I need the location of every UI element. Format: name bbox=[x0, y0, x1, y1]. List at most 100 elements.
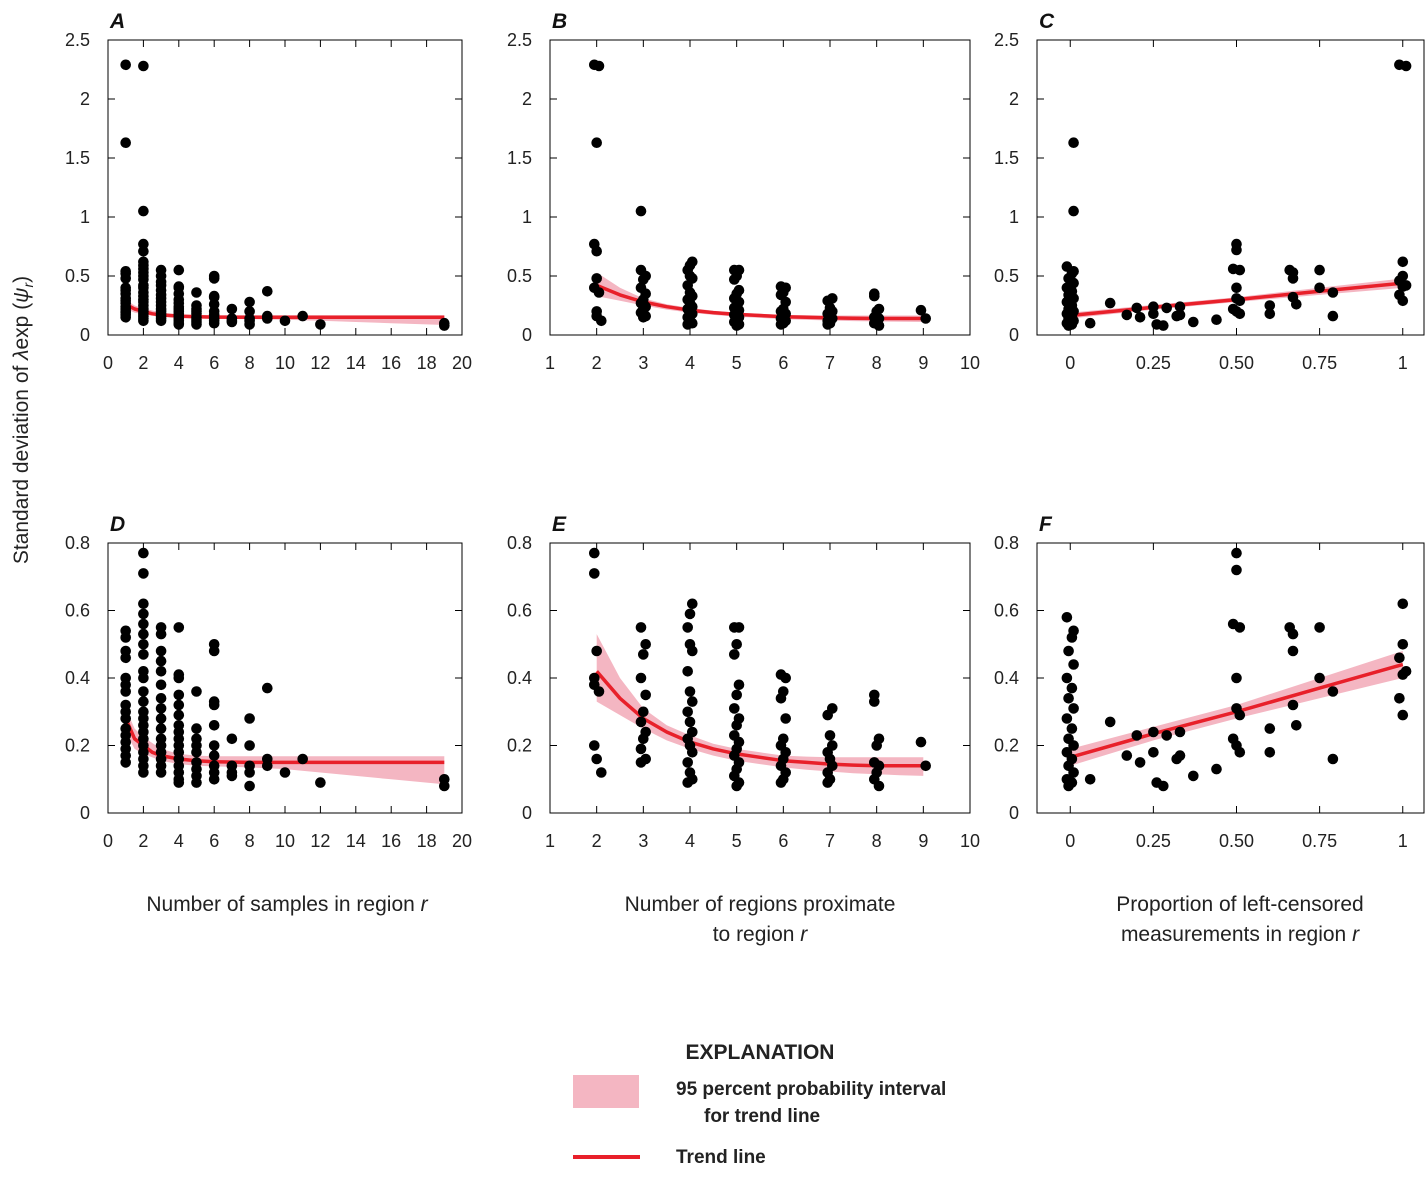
data-point bbox=[173, 319, 185, 330]
y-tick-label: 0 bbox=[1009, 325, 1019, 345]
data-point bbox=[1287, 699, 1299, 711]
x-tick-label: 7 bbox=[825, 353, 835, 373]
data-point bbox=[1397, 709, 1409, 721]
data-point bbox=[155, 693, 167, 704]
data-point bbox=[1061, 713, 1073, 724]
data-point bbox=[731, 320, 742, 331]
data-point bbox=[1397, 598, 1409, 610]
data-point bbox=[173, 777, 185, 788]
x-tick-label: 6 bbox=[209, 831, 219, 851]
data-point bbox=[869, 290, 880, 302]
data-point bbox=[1314, 282, 1325, 294]
data-point bbox=[591, 137, 602, 148]
trend-line-b bbox=[596, 283, 924, 321]
data-point bbox=[1188, 770, 1199, 782]
data-point bbox=[596, 315, 607, 327]
data-point bbox=[173, 689, 185, 701]
x-tick-label: 0.25 bbox=[1136, 831, 1171, 851]
y-tick-label: 0.4 bbox=[65, 668, 90, 688]
y-tick-label: 0.2 bbox=[507, 736, 532, 756]
data-point bbox=[315, 319, 326, 330]
x-tick-label: 9 bbox=[918, 831, 928, 851]
data-point bbox=[775, 319, 787, 330]
y-tick-label: 0.6 bbox=[994, 601, 1019, 621]
y-tick-label: 1 bbox=[1009, 207, 1019, 227]
y-tick-label: 2 bbox=[80, 89, 90, 109]
panel-letter: D bbox=[110, 513, 125, 536]
y-tick-label: 2.5 bbox=[65, 30, 90, 50]
x-tick-label: 0.25 bbox=[1136, 353, 1171, 373]
data-point bbox=[262, 760, 273, 772]
panel-letter: B bbox=[552, 10, 567, 33]
y-tick-label: 0.6 bbox=[65, 601, 90, 621]
data-point bbox=[1084, 317, 1096, 329]
data-point bbox=[191, 777, 202, 788]
x-tick-label: 1 bbox=[545, 353, 555, 373]
data-point bbox=[873, 320, 885, 331]
x-axis-title-line: Number of samples in region r bbox=[146, 893, 428, 916]
x-tick-label: 0 bbox=[1065, 353, 1075, 373]
data-point bbox=[635, 757, 647, 768]
data-point bbox=[191, 319, 202, 330]
data-point bbox=[1148, 747, 1159, 758]
y-tick-label: 0 bbox=[80, 803, 90, 823]
data-point bbox=[1066, 682, 1078, 694]
interval-band-d bbox=[125, 708, 445, 785]
data-point bbox=[1264, 747, 1276, 758]
data-point bbox=[873, 780, 885, 792]
data-point bbox=[138, 649, 149, 660]
data-point bbox=[208, 720, 220, 731]
x-tick-label: 5 bbox=[732, 353, 742, 373]
plot-frame bbox=[549, 39, 971, 336]
data-point bbox=[1394, 652, 1405, 664]
panel-b: 0 0.5 1 1.5 2 2.5 1 2 3 4 5 6 7 8 9 10 B bbox=[507, 10, 980, 373]
x-tick-label: 16 bbox=[381, 353, 401, 373]
data-point bbox=[775, 777, 787, 788]
data-point bbox=[684, 716, 696, 728]
data-point bbox=[775, 693, 787, 704]
y-axis-title: Standard deviation of λexp (ψr) bbox=[10, 276, 36, 564]
x-tick-label: 2 bbox=[138, 831, 148, 851]
x-tick-label: 18 bbox=[417, 353, 437, 373]
data-point bbox=[1174, 309, 1186, 321]
data-point bbox=[1066, 723, 1078, 734]
data-point bbox=[640, 689, 651, 701]
data-point bbox=[589, 568, 600, 579]
data-point bbox=[920, 313, 931, 324]
data-point bbox=[1104, 297, 1116, 309]
data-point bbox=[638, 706, 649, 718]
data-point bbox=[1291, 720, 1302, 731]
data-point bbox=[244, 767, 255, 778]
x-tick-label: 0.50 bbox=[1219, 353, 1254, 373]
data-point bbox=[1121, 750, 1133, 761]
panel-letter: F bbox=[1039, 513, 1053, 536]
legend-band-label-line1: 95 percent probability interval bbox=[676, 1079, 946, 1100]
data-point bbox=[155, 713, 167, 724]
data-point bbox=[208, 645, 220, 657]
data-point bbox=[120, 686, 131, 697]
y-tick-label: 0 bbox=[522, 803, 532, 823]
data-point bbox=[1397, 295, 1409, 307]
data-point bbox=[589, 547, 600, 559]
data-point bbox=[120, 713, 131, 724]
data-point bbox=[191, 686, 202, 697]
x-tick-label: 2 bbox=[592, 353, 602, 373]
data-point bbox=[682, 706, 693, 718]
data-point bbox=[920, 760, 931, 772]
data-point bbox=[1231, 547, 1242, 559]
x-tick-label: 3 bbox=[638, 353, 648, 373]
data-point bbox=[1327, 287, 1339, 298]
data-point bbox=[208, 750, 220, 761]
data-point bbox=[687, 747, 698, 758]
data-point bbox=[120, 137, 131, 148]
data-point bbox=[226, 733, 238, 745]
x-tick-label: 6 bbox=[778, 353, 788, 373]
y-tick-label: 0 bbox=[522, 325, 532, 345]
x-tick-label: 9 bbox=[918, 353, 928, 373]
y-tick-label: 0.8 bbox=[65, 533, 90, 553]
data-point bbox=[244, 713, 255, 724]
data-point bbox=[871, 740, 882, 751]
data-point bbox=[1231, 672, 1242, 684]
data-point bbox=[591, 273, 602, 284]
data-point bbox=[1234, 747, 1246, 758]
